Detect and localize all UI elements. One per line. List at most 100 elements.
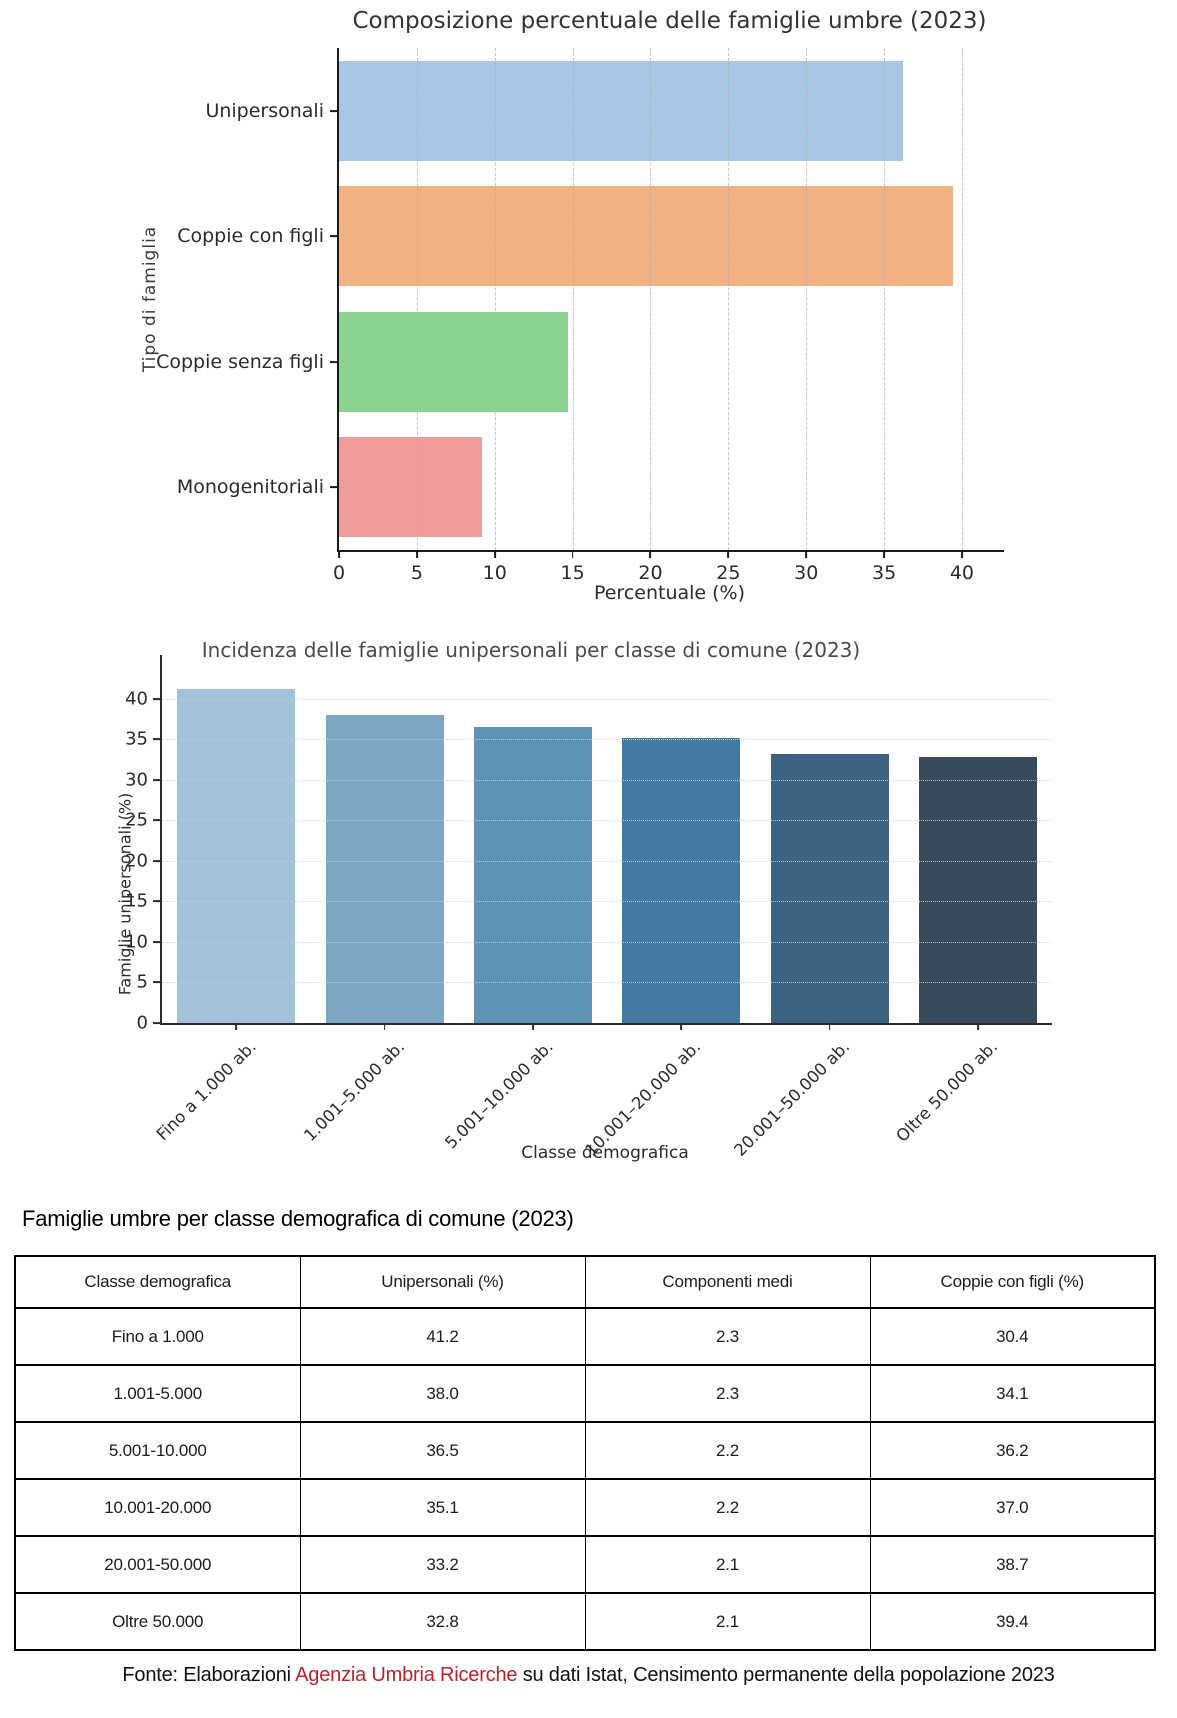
grid-line-horizontal [162,779,1052,781]
y-tick-label: 40 [125,688,148,710]
family-composition-chart: Composizione percentuale delle famiglie … [0,0,1177,604]
source-highlight: Agenzia Umbria Ricerche [295,1664,518,1686]
x-tick-mark [415,550,418,558]
x-tick-mark [961,550,963,558]
x-tick-mark [828,1023,831,1030]
y-tick-label: 15 [125,890,148,912]
table-cell: 36.5 [299,1422,585,1479]
bar-1-001-5-000-ab [325,714,444,1023]
y-tick-mark [153,778,161,781]
x-tick-mark [805,550,808,558]
y-tick-mark [153,697,161,700]
table-row-20-001-50-000: 20.001-50.000 33.2 2.1 38.7 [14,1536,1155,1593]
y-tick-label: 5 [136,971,148,993]
table-row-fino-a-1-000: Fino a 1.000 41.2 2.3 30.4 [14,1308,1155,1365]
category-label-coppie-con-figli: Coppie con figli [177,225,324,248]
grid-line-vertical [806,48,808,550]
table-cell: 2.2 [584,1479,870,1536]
x-tick-label-1-001-5-000-ab: 1.001–5.000 ab. [299,1037,408,1146]
y-tick-label: 20 [125,850,148,872]
x-tick-mark [883,550,885,558]
demographic-table-section: Famiglie umbre per classe demografica di… [0,1200,1177,1660]
x-tick-label-5-001-10-000-ab: 5.001–10.000 ab. [440,1037,557,1153]
grid-line-horizontal [162,698,1052,700]
bar-10-001-20-000-ab [622,738,741,1023]
grid-line-vertical [494,48,496,550]
x-tick-label: 30 [794,562,819,584]
chart2-title: Incidenza delle famiglie unipersonali pe… [201,638,861,662]
y-tick-mark [153,941,161,943]
category-label-monogenitoriali: Monogenitoriali [176,476,324,499]
table-cell: 30.4 [869,1308,1155,1365]
grid-line-horizontal [162,860,1052,862]
unipersonal-incidence-chart: Incidenza delle famiglie unipersonali pe… [0,600,1177,1190]
x-tick-label: 20 [638,562,663,584]
y-tick-label: 10 [125,931,148,953]
source-note: Fonte: Elaborazioni Agenzia Umbria Ricer… [0,1664,1177,1687]
y-tick-mark [330,109,338,112]
chart1-x-axis-label: Percentuale (%) [593,582,746,604]
table-cell: 36.2 [869,1422,1155,1479]
grid-line-horizontal [162,982,1052,984]
grid-line-horizontal [162,901,1052,903]
bar-coppie-con-figli [339,186,953,287]
grid-line-vertical [650,48,652,550]
x-tick-label: 40 [949,562,975,584]
table-cell: 41.2 [299,1308,585,1365]
table-cell: 32.8 [299,1593,585,1650]
chart2-x-axis-label: Classe demografica [521,1143,689,1163]
x-tick-label: 25 [716,562,741,584]
table-cell: 2.3 [584,1308,870,1365]
x-tick-label-fino-a-1-000-ab: Fino a 1.000 ab. [152,1037,260,1145]
grid-line-horizontal [162,941,1052,943]
x-tick-mark [383,1023,386,1030]
y-tick-label: 0 [136,1012,148,1034]
y-tick-mark [153,981,161,984]
y-tick-mark [153,900,161,903]
table-cell: 10.001-20.000 [14,1479,300,1536]
chart1-plot-area: 0 5 10 15 20 25 30 35 40 Unipersonali Coppie con f… [156,48,1004,584]
grid-line-vertical [416,48,418,550]
table-cell: 35.1 [299,1479,585,1536]
table-cell: 1.001-5.000 [14,1365,300,1422]
x-tick-mark [727,550,730,558]
x-tick-label: 35 [871,562,897,584]
table-cell: 2.2 [584,1422,870,1479]
grid-line-vertical [572,48,574,550]
table-row-10-001-20-000: 10.001-20.000 35.1 2.2 37.0 [14,1479,1155,1536]
x-tick-mark [571,550,574,558]
x-tick-label: 5 [410,562,423,584]
x-tick-mark [649,550,652,558]
y-tick-label: 35 [125,728,148,750]
y-tick-mark [153,1022,161,1024]
bar-fino-a-1-000-ab [177,689,296,1023]
y-tick-mark [330,360,338,363]
table-title: Famiglie umbre per classe demografica di… [22,1206,574,1231]
table-cell: 39.4 [869,1593,1155,1650]
x-tick-mark [493,550,496,558]
table-cell: 34.1 [869,1365,1155,1422]
table-row-5-001-10-000: 5.001-10.000 36.5 2.2 36.2 [14,1422,1155,1479]
y-tick-mark [153,738,161,741]
table-cell: 2.1 [584,1593,870,1650]
chart1-title: Composizione percentuale delle famiglie … [352,8,987,34]
y-tick-mark [330,486,338,489]
x-tick-mark [235,1023,238,1030]
table-cell: 33.2 [299,1536,585,1593]
x-tick-mark [531,1023,534,1030]
y-tick-mark [330,235,338,238]
y-tick-label: 30 [125,769,148,791]
table-cell: 2.3 [584,1365,870,1422]
table-cell: 38.0 [299,1365,585,1422]
grid-line-horizontal [162,739,1052,741]
table-cell: 38.7 [869,1536,1155,1593]
demographic-table: Classe demografica Unipersonali (%) Compon… [14,1255,1156,1651]
bar-coppie-senza-figli [339,311,568,412]
column-header-coppie-con-figli: Coppie con figli (%) [869,1256,1155,1308]
x-tick-label: 0 [332,562,346,584]
grid-line-vertical [961,48,963,550]
table-header-row: Classe demografica Unipersonali (%) Compon… [14,1256,1155,1308]
bar-unipersonali [339,60,903,161]
y-tick-label: 25 [125,809,148,831]
